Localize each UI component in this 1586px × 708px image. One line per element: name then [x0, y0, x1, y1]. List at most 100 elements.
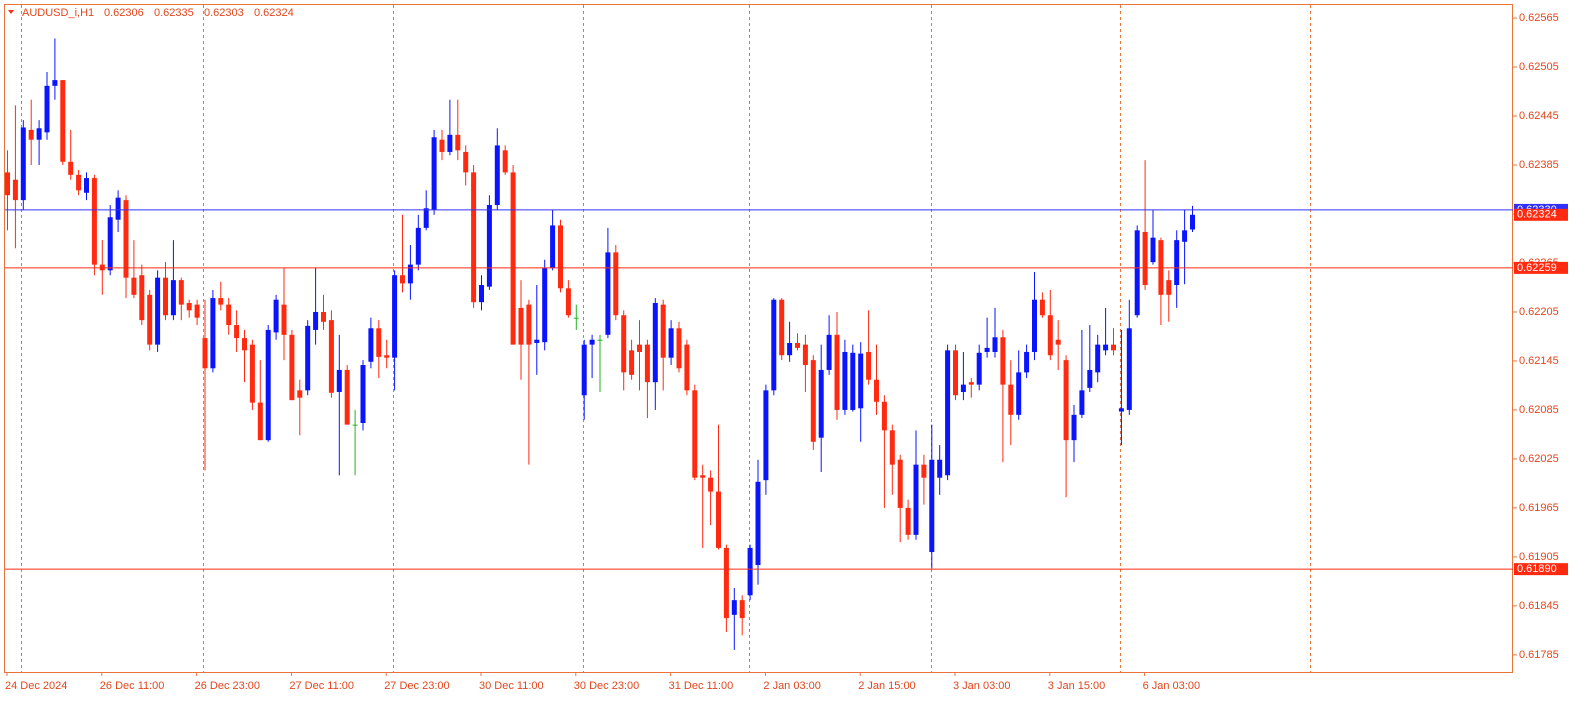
menu-arrow[interactable]	[8, 10, 14, 14]
candle-body	[265, 329, 271, 441]
candle-body	[368, 328, 374, 362]
x-tick-label: 24 Dec 2024	[5, 680, 67, 692]
candle-body	[178, 280, 184, 305]
low-value: 0.62303	[204, 7, 244, 19]
candle-body	[913, 464, 919, 535]
price-label-box	[1514, 563, 1568, 576]
candle-body	[605, 252, 611, 335]
x-tick-label: 3 Jan 03:00	[953, 680, 1011, 692]
candle-body	[407, 264, 413, 284]
candle-body	[202, 338, 208, 369]
candle-body	[1134, 230, 1140, 316]
candle-body	[328, 320, 334, 393]
x-tick-label: 30 Dec 11:00	[479, 680, 544, 692]
candle-body	[321, 311, 326, 322]
candle-body	[644, 344, 650, 383]
candle-body	[226, 304, 232, 326]
x-tick-label: 26 Dec 11:00	[100, 680, 165, 692]
candle-body	[1039, 299, 1045, 316]
candle-body	[676, 328, 682, 369]
candle-body	[542, 267, 548, 343]
price-label: 0.62259	[1517, 262, 1557, 274]
candle-body	[834, 334, 840, 410]
candle-body	[28, 129, 34, 140]
candle-body	[613, 252, 619, 316]
candle-body	[597, 339, 603, 341]
candle-body	[502, 150, 508, 173]
candle-body	[937, 459, 943, 478]
y-tick-label: 0.61905	[1519, 551, 1559, 563]
candle-body	[992, 337, 998, 352]
candle-body	[1111, 344, 1116, 351]
candle-body	[1182, 230, 1188, 242]
candle-body	[12, 179, 18, 201]
candle-body	[115, 197, 121, 220]
candle-body	[755, 481, 761, 566]
symbol: AUDUSD_i,H1	[22, 7, 94, 19]
x-tick-label: 31 Dec 11:00	[669, 680, 734, 692]
candle-body	[1126, 328, 1132, 410]
candle-body	[20, 127, 26, 201]
candle-body	[826, 334, 832, 370]
bid-label: 0.62324	[1517, 209, 1557, 221]
candle-body	[1095, 344, 1101, 373]
candle-body	[810, 360, 816, 442]
candle-body	[550, 225, 556, 268]
candle-body	[186, 302, 192, 311]
candle-body	[218, 298, 224, 305]
candle-body	[52, 80, 58, 86]
candle-body	[1103, 344, 1109, 351]
price-label-box	[1514, 261, 1568, 274]
candle-body	[131, 277, 137, 295]
candle-body	[431, 137, 437, 210]
candle-body	[1016, 372, 1022, 415]
candle-body	[463, 151, 469, 173]
candle-body	[1150, 237, 1156, 263]
y-tick-label: 0.62445	[1519, 110, 1559, 122]
candle-body	[455, 134, 461, 151]
candle-body	[439, 139, 445, 152]
y-tick-label: 0.62505	[1519, 61, 1559, 73]
y-tick-label: 0.62565	[1519, 12, 1559, 24]
candle-body	[850, 352, 856, 410]
candle-body	[76, 174, 82, 191]
candle-body	[36, 128, 42, 140]
candle-body	[123, 200, 129, 278]
candle-body	[352, 424, 358, 426]
candle-body	[194, 304, 200, 318]
candle-body	[1008, 384, 1014, 415]
candle-body	[747, 547, 753, 596]
candle-body	[1032, 299, 1037, 352]
candle-body	[881, 401, 887, 431]
x-tick-label: 6 Jan 03:00	[1143, 680, 1201, 692]
candle-body	[953, 350, 958, 396]
candle-body	[842, 351, 848, 410]
candle-body	[581, 344, 587, 396]
candle-body	[874, 379, 879, 402]
candle-body	[621, 315, 627, 373]
candle-body	[107, 217, 113, 271]
candle-body	[510, 172, 516, 345]
candle-body	[423, 208, 429, 228]
candle-body	[818, 369, 824, 438]
candle-body	[660, 304, 666, 358]
candle-body	[305, 325, 311, 391]
y-tick-label: 0.61845	[1519, 600, 1559, 612]
candle-body	[589, 339, 595, 345]
candle-body	[486, 205, 492, 287]
x-tick-label: 27 Dec 23:00	[384, 680, 449, 692]
candle-body	[210, 298, 216, 369]
candle-body	[889, 430, 895, 465]
candle-body	[1000, 337, 1006, 385]
candle-body	[1190, 214, 1195, 230]
candle-body	[281, 304, 287, 335]
candle-body	[700, 475, 706, 478]
candle-body	[518, 307, 524, 345]
candle-body	[716, 491, 721, 548]
candle-body	[1174, 240, 1180, 286]
candle-body	[897, 459, 903, 508]
candle-body	[494, 145, 500, 206]
candle-body	[163, 277, 168, 316]
candle-body	[526, 304, 532, 345]
y-tick-label: 0.62385	[1519, 159, 1559, 171]
